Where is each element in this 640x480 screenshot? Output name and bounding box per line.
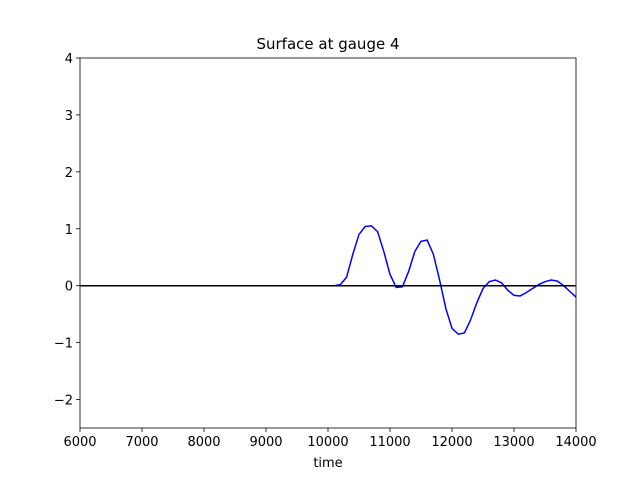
y-tick-label: −2 — [54, 394, 73, 409]
x-tick-label: 9000 — [249, 435, 282, 450]
y-tick-label: 0 — [65, 280, 73, 295]
x-tick-label: 10000 — [307, 435, 348, 450]
plot-frame — [79, 57, 577, 429]
x-tick-label: 13000 — [493, 435, 534, 450]
y-tick-label: 1 — [65, 223, 73, 238]
y-tick-label: 2 — [65, 166, 73, 181]
x-tick-label: 6000 — [63, 435, 96, 450]
y-tick-label: −1 — [54, 337, 73, 352]
y-tick-label: 4 — [65, 52, 73, 67]
x-axis-label: time — [313, 456, 342, 471]
line — [80, 225, 577, 335]
chart-title: Surface at gauge 4 — [256, 35, 399, 53]
x-tick-label: 12000 — [431, 435, 472, 450]
x-tick-label: 11000 — [369, 435, 410, 450]
x-tick-label: 7000 — [125, 435, 158, 450]
y-tick-label: 3 — [65, 109, 73, 124]
x-tick-label: 14000 — [555, 435, 596, 450]
x-tick-label: 8000 — [187, 435, 220, 450]
